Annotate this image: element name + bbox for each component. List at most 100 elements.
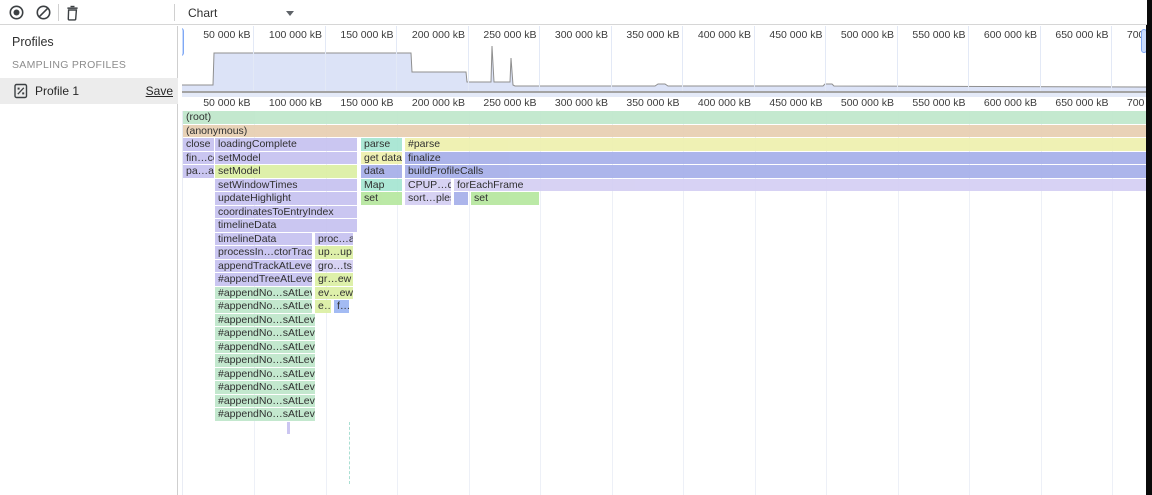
ruler-tick-label: 550 000 kB xyxy=(912,97,966,109)
ruler-tick-label: 650 000 kB xyxy=(1055,97,1109,109)
flame-block--root-[interactable]: (root) xyxy=(183,111,1146,124)
flame-block-setmodel[interactable]: setModel xyxy=(215,165,357,178)
gridline xyxy=(969,111,970,495)
gridline xyxy=(1112,111,1113,495)
flame-block-finalize[interactable]: finalize xyxy=(405,151,1146,164)
overview-right-handle[interactable] xyxy=(1141,29,1146,53)
record-profile-button[interactable] xyxy=(8,4,25,21)
flame-block-set[interactable]: set xyxy=(471,192,539,205)
flame-block-proc-ata[interactable]: proc…ata xyxy=(315,232,353,245)
flame-block-up-up[interactable]: up…up xyxy=(315,246,353,259)
ruler-tick-label: 400 000 kB xyxy=(697,29,751,41)
flame-chart[interactable]: (root) (anonymous) close loadingComplete par… xyxy=(182,111,1146,495)
flame-block-#appendno-satlevel[interactable]: #appendNo…sAtLevel xyxy=(215,408,315,421)
flame-block-updatehighlight[interactable]: updateHighlight xyxy=(215,192,357,205)
ruler-tick-label: 100 000 kB xyxy=(268,29,322,41)
flame-block-#appendno-satlevel[interactable]: #appendNo…sAtLevel xyxy=(215,327,315,340)
ruler-tick-label: 700 000 kB xyxy=(1126,29,1146,41)
flame-block[interactable] xyxy=(454,192,468,205)
flame-block-#appendno-satlevel[interactable]: #appendNo…sAtLevel xyxy=(215,381,315,394)
flame-block-#appendno-satlevel[interactable]: #appendNo…sAtLevel xyxy=(215,367,315,380)
toolbar-separator xyxy=(58,4,59,21)
delete-profile-button[interactable] xyxy=(64,4,81,21)
flame-block-gro-ts[interactable]: gro…ts xyxy=(315,259,353,272)
flame-block-setwindowtimes[interactable]: setWindowTimes xyxy=(215,178,357,191)
flame-block-data[interactable]: data xyxy=(361,165,402,178)
flame-block-ev-ew[interactable]: ev…ew xyxy=(315,286,353,299)
profile-name: Profile 1 xyxy=(35,84,80,98)
gridline xyxy=(1040,111,1042,495)
flame-block-coordinatestoentryindex[interactable]: coordinatesToEntryIndex xyxy=(215,205,357,218)
ruler-tick-label: 200 000 kB xyxy=(411,97,465,109)
flame-block-processin-ctortrace[interactable]: processIn…ctorTrace xyxy=(215,246,312,259)
toolbar-separator-2 xyxy=(174,4,175,21)
flame-block-#appendno-satlevel[interactable]: #appendNo…sAtLevel xyxy=(215,300,312,313)
flame-block-#appendno-satlevel[interactable]: #appendNo…sAtLevel xyxy=(215,313,315,326)
ruler-tick-label: 700 000 kB xyxy=(1126,97,1146,109)
gridline xyxy=(896,26,898,91)
flame-block-pa-at[interactable]: pa…at xyxy=(183,165,214,178)
sidebar-item-profile-1[interactable]: Profile 1 Save xyxy=(0,78,178,104)
toolbar: Chart xyxy=(0,0,1147,25)
flame-block-#appendno-satlevel[interactable]: #appendNo…sAtLevel xyxy=(215,354,315,367)
flame-block-get-data[interactable]: get data xyxy=(361,151,402,164)
ruler-tick-label: 300 000 kB xyxy=(554,29,608,41)
gridline xyxy=(826,111,827,495)
overview-divider xyxy=(182,91,1146,93)
ruler-tick-label: 100 000 kB xyxy=(268,97,322,109)
flame-block-gr-ew[interactable]: gr…ew xyxy=(315,273,353,286)
gridline xyxy=(968,26,969,91)
ruler-tick-label: 200 000 kB xyxy=(411,29,465,41)
gridline xyxy=(253,26,254,91)
flame-block[interactable] xyxy=(287,421,290,434)
memory-overview-pane[interactable]: 50 000 kB 100 000 kB 150 000 kB 200 000 kB 2… xyxy=(182,26,1146,91)
chevron-down-icon xyxy=(286,11,294,16)
overview-left-handle[interactable] xyxy=(182,28,184,56)
gridline xyxy=(897,111,899,495)
flame-block--anonymous-[interactable]: (anonymous) xyxy=(183,124,1146,137)
profile-file-icon xyxy=(14,83,28,99)
flame-chart-ruler: 50 000 kB 100 000 kB 150 000 kB 200 000 kB 2… xyxy=(182,97,1146,111)
ruler-tick-label: 300 000 kB xyxy=(554,97,608,109)
flame-block-#parse[interactable]: #parse xyxy=(405,138,1146,151)
flame-block-map[interactable]: Map xyxy=(361,178,402,191)
gridline xyxy=(682,26,683,91)
clear-profiles-button[interactable] xyxy=(35,4,52,21)
save-profile-link[interactable]: Save xyxy=(145,84,173,98)
flame-block-timelinedata[interactable]: timelineData xyxy=(215,232,312,245)
ruler-tick-label: 150 000 kB xyxy=(340,29,394,41)
ruler-tick-label: 400 000 kB xyxy=(697,97,751,109)
ruler-tick-label: 450 000 kB xyxy=(769,97,823,109)
ruler-tick-label: 350 000 kB xyxy=(626,29,680,41)
flame-block-fin-ce[interactable]: fin…ce xyxy=(183,151,214,164)
flame-block-buildprofilecalls[interactable]: buildProfileCalls xyxy=(405,165,1146,178)
flame-block-timelinedata[interactable]: timelineData xyxy=(215,219,357,232)
flame-block-set[interactable]: set xyxy=(361,192,402,205)
flame-block-setmodel[interactable]: setModel xyxy=(215,151,357,164)
flame-block-#appendno-satlevel[interactable]: #appendNo…sAtLevel xyxy=(215,394,315,407)
flame-block-#appendno-satlevel[interactable]: #appendNo…sAtLevel xyxy=(215,340,315,353)
profiles-sidebar: Profiles SAMPLING PROFILES Profile 1 Sav… xyxy=(0,26,178,495)
ruler-tick-label: 500 000 kB xyxy=(840,29,894,41)
flame-marker-line xyxy=(349,422,350,484)
flame-block-close[interactable]: close xyxy=(183,138,214,151)
flame-block-#appendtreeatlevel[interactable]: #appendTreeAtLevel xyxy=(215,273,312,286)
flame-block-foreachframe[interactable]: forEachFrame xyxy=(454,178,1146,191)
ruler-tick-label: 450 000 kB xyxy=(769,29,823,41)
ruler-tick-label: 600 000 kB xyxy=(983,97,1037,109)
chart-view-select-value: Chart xyxy=(188,5,218,20)
flame-block-e-[interactable]: e… xyxy=(315,300,331,313)
overview-tint-strip xyxy=(182,93,1146,97)
memory-overview-area-chart xyxy=(182,45,1146,91)
flame-block-parse[interactable]: parse xyxy=(361,138,402,151)
ruler-tick-label: 550 000 kB xyxy=(912,29,966,41)
flame-block-loadingcomplete[interactable]: loadingComplete xyxy=(215,138,357,151)
gridline xyxy=(825,26,826,91)
flame-block-sort-ples[interactable]: sort…ples xyxy=(405,192,451,205)
flame-block-appendtrackatlevel[interactable]: appendTrackAtLevel xyxy=(215,259,312,272)
flame-block-cpup-del[interactable]: CPUP…del xyxy=(405,178,451,191)
flame-block-f-[interactable]: f… xyxy=(334,300,349,313)
chart-view-select[interactable]: Chart xyxy=(188,3,296,22)
flame-block-#appendno-satlevel[interactable]: #appendNo…sAtLevel xyxy=(215,286,312,299)
